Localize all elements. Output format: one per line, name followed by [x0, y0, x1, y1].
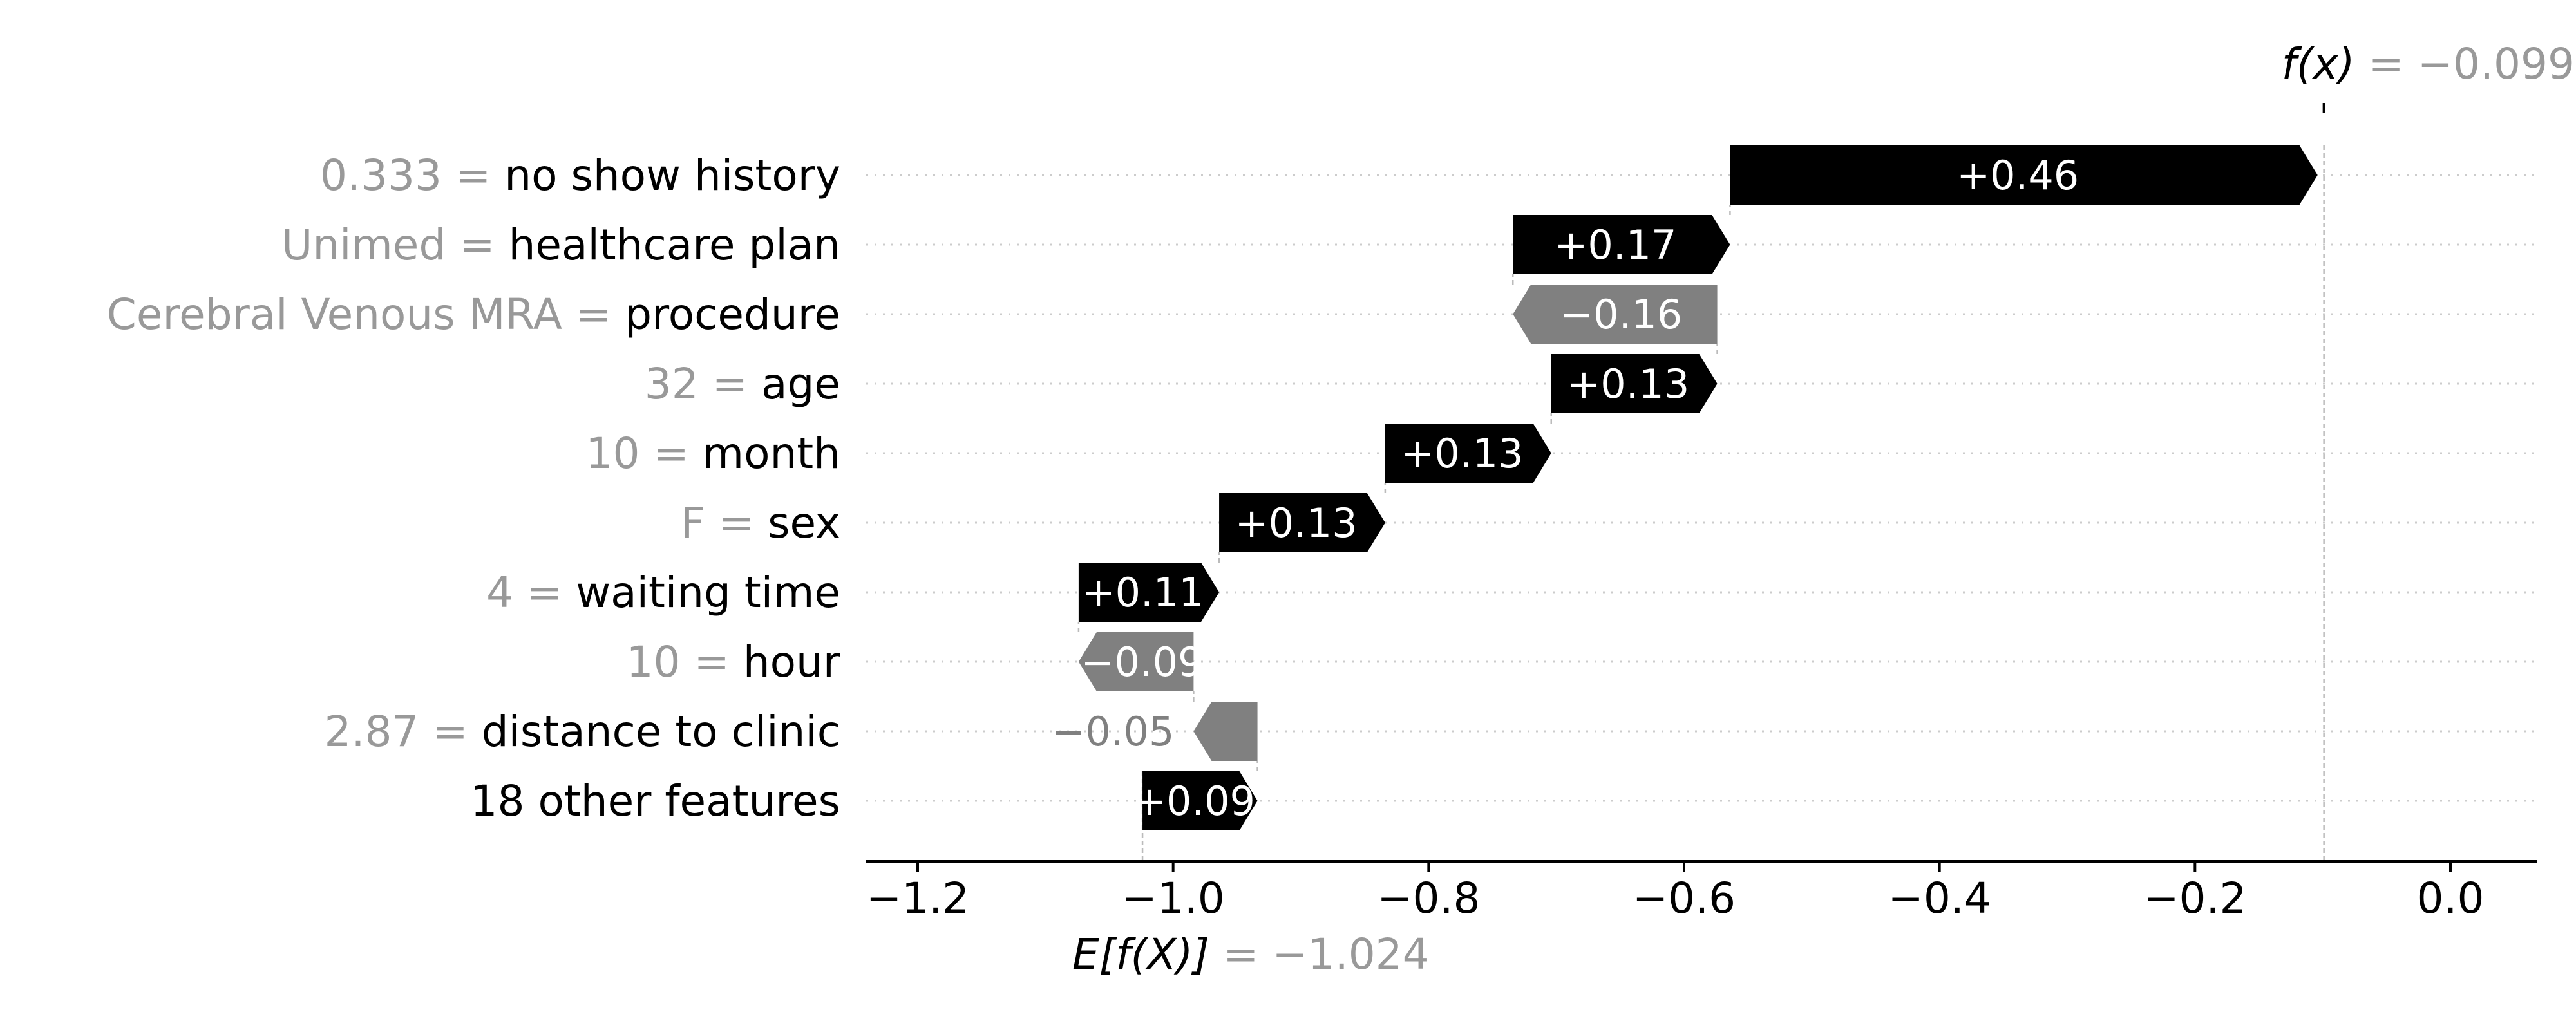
- output-value-number: = −0.099: [2354, 39, 2575, 89]
- feature-label: 32 = age: [645, 359, 840, 409]
- bar-value-label: +0.09: [1133, 778, 1255, 825]
- waterfall-bar: [1142, 771, 1258, 830]
- feature-name: 18 other features: [471, 776, 840, 826]
- feature-label: 0.333 = no show history: [320, 151, 840, 200]
- feature-value: 10 =: [586, 429, 703, 478]
- bar-value-label: −0.09: [1081, 639, 1203, 686]
- feature-name: waiting time: [576, 568, 840, 617]
- feature-name: healthcare plan: [509, 220, 840, 270]
- feature-value: 2.87 =: [324, 707, 481, 756]
- feature-value: Unimed =: [281, 220, 509, 270]
- x-tick-label: −0.6: [1633, 874, 1736, 923]
- bar-value-label: +0.13: [1567, 360, 1689, 407]
- bar-value-label: +0.13: [1401, 430, 1523, 477]
- x-tick-label: −0.2: [2143, 874, 2246, 923]
- feature-value: Cerebral Venous MRA =: [107, 290, 625, 339]
- feature-name: distance to clinic: [482, 707, 840, 756]
- feature-label: F = sex: [681, 498, 840, 548]
- feature-label: 2.87 = distance to clinic: [324, 707, 840, 756]
- feature-label: 10 = month: [586, 429, 840, 478]
- waterfall-bar: [1078, 563, 1220, 622]
- feature-value: 0.333 =: [320, 151, 504, 200]
- feature-name: sex: [768, 498, 840, 548]
- feature-value: 32 =: [645, 359, 761, 409]
- waterfall-bar: [1513, 215, 1730, 274]
- waterfall-bar: [1193, 702, 1258, 761]
- waterfall-bar: [1385, 424, 1551, 483]
- base-value-label: E[f(X)] = −1.024: [1072, 930, 1430, 979]
- waterfall-bar: [1219, 493, 1385, 552]
- feature-label: 18 other features: [471, 776, 840, 826]
- waterfall-bar: [1513, 285, 1718, 344]
- feature-name: no show history: [504, 151, 840, 200]
- feature-name: age: [761, 359, 840, 409]
- waterfall-bar: [1078, 632, 1194, 691]
- feature-value: 10 =: [627, 637, 743, 687]
- feature-name: hour: [743, 637, 841, 687]
- base-value-number: = −1.024: [1209, 930, 1430, 979]
- x-tick-label: −0.4: [1888, 874, 1991, 923]
- feature-label: 10 = hour: [627, 637, 841, 687]
- waterfall-bar: [1730, 145, 2318, 205]
- feature-value: F =: [681, 498, 768, 548]
- feature-label: Cerebral Venous MRA = procedure: [107, 290, 840, 339]
- feature-label: Unimed = healthcare plan: [281, 220, 840, 270]
- feature-label: 4 = waiting time: [486, 568, 840, 617]
- x-tick-label: 0.0: [2417, 874, 2485, 923]
- output-value-expr: f(x): [2282, 39, 2355, 89]
- bar-value-label: +0.11: [1082, 569, 1204, 616]
- feature-name: month: [703, 429, 840, 478]
- x-tick-label: −0.8: [1377, 874, 1480, 923]
- x-tick-label: −1.2: [866, 874, 969, 923]
- bar-value-label: +0.13: [1235, 500, 1358, 547]
- feature-value: 4 =: [486, 568, 576, 617]
- feature-name: procedure: [625, 290, 840, 339]
- output-value-label: f(x) = −0.099: [2282, 39, 2575, 89]
- bar-value-label: +0.46: [1956, 152, 2079, 199]
- bar-value-label: −0.05: [1052, 708, 1174, 755]
- bar-value-label: +0.17: [1554, 221, 1676, 268]
- waterfall-bar: [1551, 354, 1718, 413]
- bar-value-label: −0.16: [1560, 291, 1682, 338]
- base-value-expr: E[f(X)]: [1072, 930, 1209, 979]
- x-tick-label: −1.0: [1122, 874, 1225, 923]
